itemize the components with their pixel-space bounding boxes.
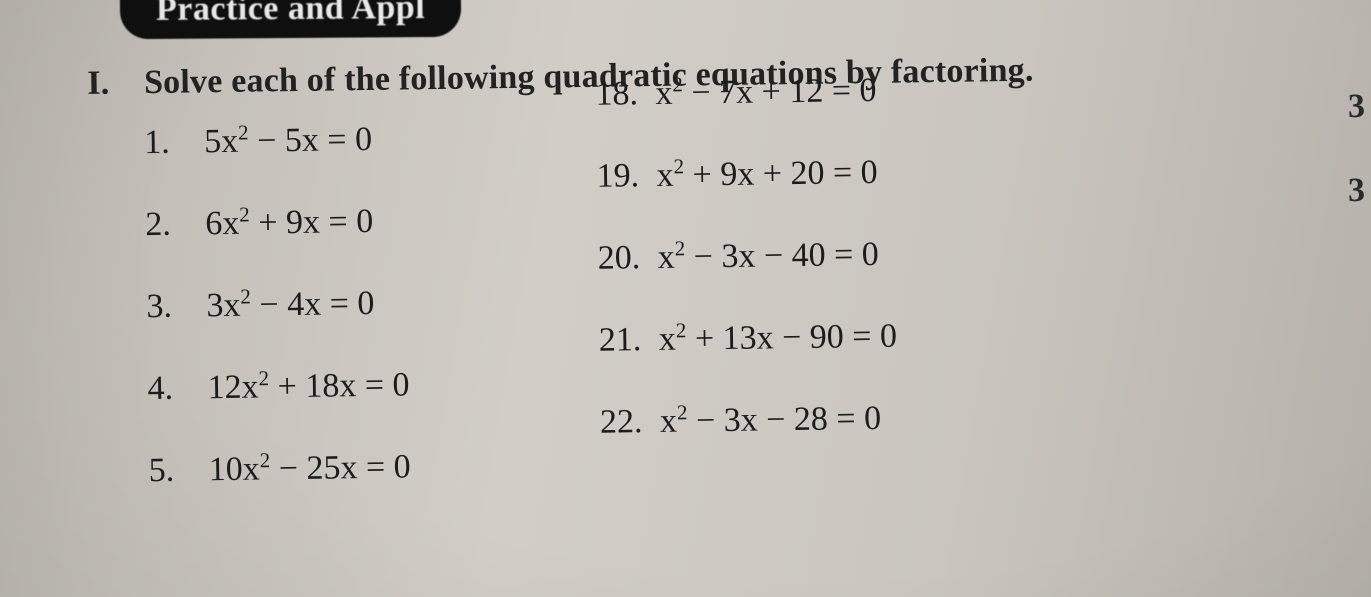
problem-number: 2. [145, 205, 206, 244]
problem-equation: x2 − 3x − 40 = 0 [657, 236, 879, 277]
problem-equation: x2 + 13x − 90 = 0 [659, 318, 898, 359]
problem-equation: 12x2 + 18x = 0 [207, 366, 409, 407]
problem-item: 4. 12x2 + 18x = 0 [147, 366, 409, 408]
edge-fragment: 3 [1348, 88, 1366, 126]
problem-number: 3. [146, 287, 207, 326]
problem-equation: 5x2 − 5x = 0 [204, 121, 372, 161]
problem-equation: 10x2 − 25x = 0 [208, 448, 410, 489]
problem-number: 18. [595, 75, 656, 114]
problem-item: 3. 3x2 − 4x = 0 [146, 284, 408, 326]
left-column: 1. 5x2 − 5x = 0 2. 6x2 + 9x = 0 3. 3x2 −… [144, 120, 411, 490]
problem-item: 18. x2 − 7x + 12 = 0 [595, 72, 894, 114]
problem-number: 4. [147, 369, 208, 408]
problem-number: 19. [596, 157, 657, 196]
problem-item: 20. x2 − 3x − 40 = 0 [597, 236, 896, 278]
problem-number: 5. [148, 451, 209, 490]
problem-number: 20. [597, 239, 658, 278]
problem-equation: x2 − 3x − 28 = 0 [660, 400, 882, 441]
edge-fragment: 3 [1348, 172, 1366, 210]
problem-item: 1. 5x2 − 5x = 0 [144, 120, 406, 162]
problem-equation: x2 − 7x + 12 = 0 [655, 72, 877, 113]
pill-label: Practice and Appl [156, 0, 425, 28]
problem-number: 21. [599, 321, 660, 360]
header-pill: Practice and Appl [120, 0, 462, 39]
problem-item: 5. 10x2 − 25x = 0 [148, 448, 410, 490]
right-column: 18. x2 − 7x + 12 = 0 19. x2 + 9x + 20 = … [595, 72, 898, 442]
problem-item: 2. 6x2 + 9x = 0 [145, 202, 407, 244]
problem-item: 21. x2 + 13x − 90 = 0 [599, 318, 898, 360]
right-edge-fragments: 3 3 [1348, 88, 1365, 210]
problem-item: 22. x2 − 3x − 28 = 0 [600, 400, 899, 442]
page-content: I. Solve each of the following quadratic… [87, 47, 1364, 491]
problem-equation: x2 + 9x + 20 = 0 [656, 154, 878, 195]
problem-number: 1. [144, 123, 205, 162]
instruction-text: Solve each of the following quadratic eq… [144, 52, 1034, 101]
problem-equation: 3x2 − 4x = 0 [206, 285, 374, 325]
instruction-roman: I. [87, 64, 136, 103]
problem-item: 19. x2 + 9x + 20 = 0 [596, 154, 895, 196]
problem-columns: 1. 5x2 − 5x = 0 2. 6x2 + 9x = 0 3. 3x2 −… [88, 107, 1364, 491]
problem-number: 22. [600, 403, 661, 442]
problem-equation: 6x2 + 9x = 0 [205, 203, 373, 243]
